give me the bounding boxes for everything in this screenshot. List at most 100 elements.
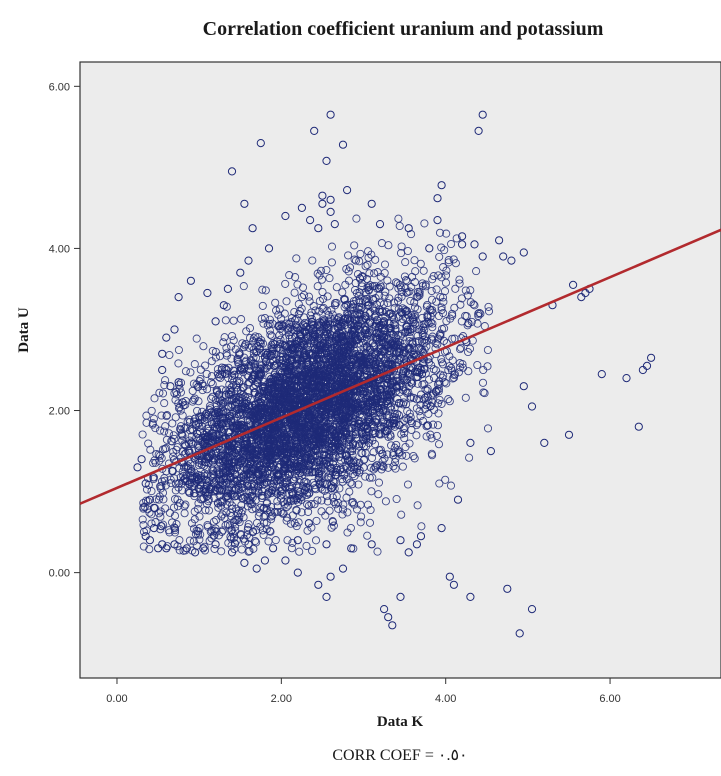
data-point [340, 295, 349, 304]
data-point [380, 338, 389, 347]
data-point [221, 521, 230, 530]
data-point [192, 334, 201, 343]
data-point [221, 364, 230, 373]
data-point [447, 239, 456, 249]
data-point [397, 287, 406, 296]
data-point [239, 390, 248, 399]
data-point [380, 454, 389, 463]
data-point [307, 499, 316, 509]
data-point [461, 393, 470, 402]
data-point [232, 383, 241, 392]
data-point [444, 395, 453, 404]
data-point [307, 468, 316, 477]
data-point [200, 433, 209, 442]
data-point [281, 395, 290, 404]
data-point [268, 349, 277, 358]
data-point [354, 419, 363, 428]
data-point [243, 415, 252, 424]
data-point [427, 434, 436, 443]
data-point [398, 329, 407, 338]
data-point [334, 412, 343, 421]
data-point [238, 506, 247, 515]
data-point [415, 321, 424, 330]
data-point [160, 399, 169, 408]
data-point [201, 506, 210, 515]
data-point [278, 509, 287, 518]
data-point [279, 454, 288, 463]
data-point [323, 497, 332, 506]
data-point [155, 426, 165, 435]
data-point [258, 491, 267, 501]
data-point [406, 392, 415, 401]
data-point [171, 479, 180, 488]
data-point [280, 500, 289, 509]
data-point [315, 296, 324, 306]
data-point [251, 536, 260, 546]
data-point [246, 496, 255, 505]
data-point [168, 419, 177, 428]
data-point [341, 300, 350, 310]
data-point [261, 286, 270, 295]
data-point [288, 538, 297, 547]
data-point [225, 447, 234, 456]
data-point [195, 422, 204, 431]
data-point [396, 379, 405, 388]
data-point [181, 367, 190, 376]
data-point [207, 378, 216, 387]
data-point [390, 298, 399, 307]
data-point [228, 375, 237, 384]
data-point [194, 382, 203, 391]
data-point [342, 451, 351, 460]
data-point [432, 431, 441, 440]
data-point [251, 438, 260, 447]
data-point [466, 286, 475, 295]
data-point [244, 378, 254, 387]
data-point [184, 464, 193, 473]
data-point [277, 424, 286, 434]
data-point [256, 398, 265, 407]
data-point [240, 440, 249, 449]
data-point [176, 425, 186, 434]
data-point [302, 490, 312, 500]
data-point [416, 259, 425, 268]
data-point [312, 380, 321, 390]
data-point [207, 372, 216, 381]
data-point [352, 214, 361, 223]
data-point [312, 312, 321, 321]
data-point [439, 308, 448, 318]
data-point [447, 366, 456, 375]
data-point [265, 315, 275, 324]
data-point [350, 241, 359, 250]
data-point [315, 433, 324, 442]
data-point [365, 415, 375, 424]
data-point [309, 301, 318, 311]
data-point [226, 508, 235, 517]
data-point [216, 399, 225, 408]
data-point [348, 470, 357, 479]
data-point [276, 491, 285, 500]
data-point [316, 415, 325, 424]
data-point [385, 294, 394, 303]
data-point [394, 399, 404, 408]
data-point [212, 405, 221, 414]
data-point [149, 414, 158, 423]
data-point [338, 450, 347, 459]
data-point [249, 384, 258, 393]
data-point [280, 462, 289, 471]
data-point [339, 505, 348, 514]
data-point [367, 453, 377, 463]
data-point [298, 423, 307, 432]
data-point [286, 457, 295, 467]
data-point [303, 421, 312, 430]
data-point [243, 393, 252, 402]
data-point [362, 435, 371, 444]
data-point [249, 464, 258, 473]
data-point [149, 474, 158, 484]
data-point [285, 439, 294, 449]
data-point [211, 485, 220, 494]
data-point [138, 430, 147, 439]
data-point [330, 301, 340, 310]
data-point [436, 292, 445, 302]
data-point [216, 497, 225, 506]
data-point [367, 487, 376, 496]
